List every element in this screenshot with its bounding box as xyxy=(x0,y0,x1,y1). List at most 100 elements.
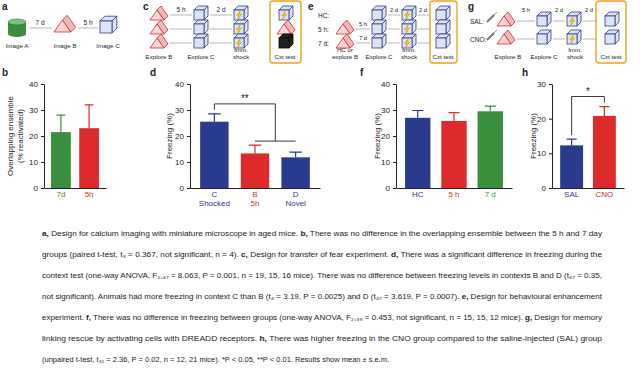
syringe xyxy=(487,33,494,40)
prism-front xyxy=(336,24,350,34)
step-label: Image A xyxy=(6,42,30,49)
error-bar xyxy=(599,107,609,116)
tick-mark xyxy=(549,188,552,189)
connector xyxy=(210,29,232,30)
interval-label: 7 d xyxy=(359,35,367,41)
error-bar xyxy=(249,145,262,153)
tick: 20 xyxy=(175,132,190,141)
cube-side xyxy=(204,34,208,48)
chart-b: bOverlapping ensemble(% reactivated)0102… xyxy=(2,67,107,199)
panel-c: c5 h2 dExplore BExplore CImm.shockCxt te… xyxy=(143,1,301,63)
bar xyxy=(200,122,228,188)
y-axis: 0102030 xyxy=(537,80,552,193)
bar xyxy=(560,145,583,188)
x-axis: SALCNO xyxy=(553,188,625,199)
significance-label: * xyxy=(586,86,590,97)
connector xyxy=(583,39,596,40)
row-label: SAL: xyxy=(470,18,484,25)
axis-title: Overlapping ensemble xyxy=(6,95,15,176)
tick-label: 10 xyxy=(175,158,184,167)
panel-e: eHC:5 h:5 h7 d:7 d2 d2 dHC orexplore BEx… xyxy=(308,1,457,63)
panel-letter: d xyxy=(150,67,156,78)
caption-line: groups (paired t-test, t₃ = 0.367, not s… xyxy=(42,250,602,259)
test-box xyxy=(596,1,626,63)
tick-label: 0 xyxy=(180,184,185,193)
test-box xyxy=(270,1,301,63)
error-bar xyxy=(208,114,221,122)
error-bar xyxy=(57,115,66,132)
interval-label: 5 h xyxy=(176,6,185,13)
axis-line xyxy=(191,188,321,189)
cube-front xyxy=(436,10,446,20)
test-box xyxy=(430,1,457,63)
significance-bracket xyxy=(214,104,295,141)
row-label: 7 d: xyxy=(318,40,329,47)
figure-canvas: a7 d5 hImage AImage BImage Cc5 h2 dExplo… xyxy=(0,0,640,376)
cube-side xyxy=(615,30,619,44)
tick-mark xyxy=(393,110,396,111)
cube-side xyxy=(615,12,619,26)
step-label: Imm.shock xyxy=(401,46,418,60)
tick-label: 30 xyxy=(175,106,184,115)
tick-label: SAL xyxy=(564,190,580,199)
cylinder-top xyxy=(8,19,26,25)
step-label: Cxt test xyxy=(601,53,622,60)
row-label: HC: xyxy=(318,12,329,19)
tick-label: 30 xyxy=(381,106,390,115)
tick-label: DNovel xyxy=(285,190,306,208)
cube-front xyxy=(372,38,382,48)
tick: 0 xyxy=(34,184,44,193)
tick: 30 xyxy=(537,80,552,89)
panel-letter: g xyxy=(468,1,474,12)
tick-label: 7d xyxy=(56,190,65,199)
panel-letter: e xyxy=(308,1,314,12)
tick: 7 d xyxy=(485,188,496,199)
tick: 10 xyxy=(29,158,44,167)
cube-front xyxy=(436,38,446,48)
tick-mark xyxy=(393,84,396,85)
tick-mark xyxy=(187,136,190,137)
axis-title: Freezing (%) xyxy=(165,113,174,159)
panel-g: gSAL:CNO:5 h2 d2 dExplore BExplore CImm.… xyxy=(468,1,626,63)
tick: CShocked xyxy=(199,188,230,208)
tick: 0 xyxy=(180,184,190,193)
tick: 5h xyxy=(85,188,94,199)
cube-side xyxy=(204,20,208,34)
panel-letter: h xyxy=(522,67,528,78)
connector xyxy=(170,15,192,16)
connector xyxy=(356,29,370,30)
shock-icon xyxy=(405,11,410,20)
cube-side xyxy=(244,6,248,20)
tick: 5 h xyxy=(448,188,459,199)
cube-front xyxy=(279,10,289,20)
connector xyxy=(170,29,192,30)
cube-front xyxy=(402,24,412,34)
tick-mark xyxy=(393,188,396,189)
cube-front xyxy=(194,38,204,48)
axis-line xyxy=(44,85,45,189)
connector xyxy=(517,39,535,40)
y-axis: 010203040 xyxy=(381,80,396,193)
cube-front xyxy=(234,10,244,20)
row-label: CNO: xyxy=(470,36,486,43)
caption-line: context test (one-way ANOVA, F₂,₄₇ = 8.0… xyxy=(42,271,602,280)
prism-front xyxy=(54,20,71,32)
chart-f: fFreezing (%)010203040HC5 h7 d xyxy=(360,67,513,199)
cube-front xyxy=(194,24,204,34)
bars xyxy=(560,107,616,188)
cube-front xyxy=(234,24,244,34)
tick: 7d xyxy=(56,188,65,199)
caption-line: experiment. f, There was no difference i… xyxy=(42,313,602,322)
shock-icon xyxy=(570,17,575,26)
bar xyxy=(241,153,269,188)
connector xyxy=(418,29,430,30)
cube-side xyxy=(577,12,581,26)
panel-a: a7 d5 hImage AImage BImage C xyxy=(2,1,120,49)
interval-label: 2 d xyxy=(555,7,563,13)
shock-icon xyxy=(282,11,287,20)
error-bar xyxy=(567,139,577,145)
axis-line xyxy=(397,188,513,189)
panel-letter: c xyxy=(143,1,149,12)
connector xyxy=(388,29,400,30)
step-label: HC orexplore B xyxy=(332,46,358,60)
